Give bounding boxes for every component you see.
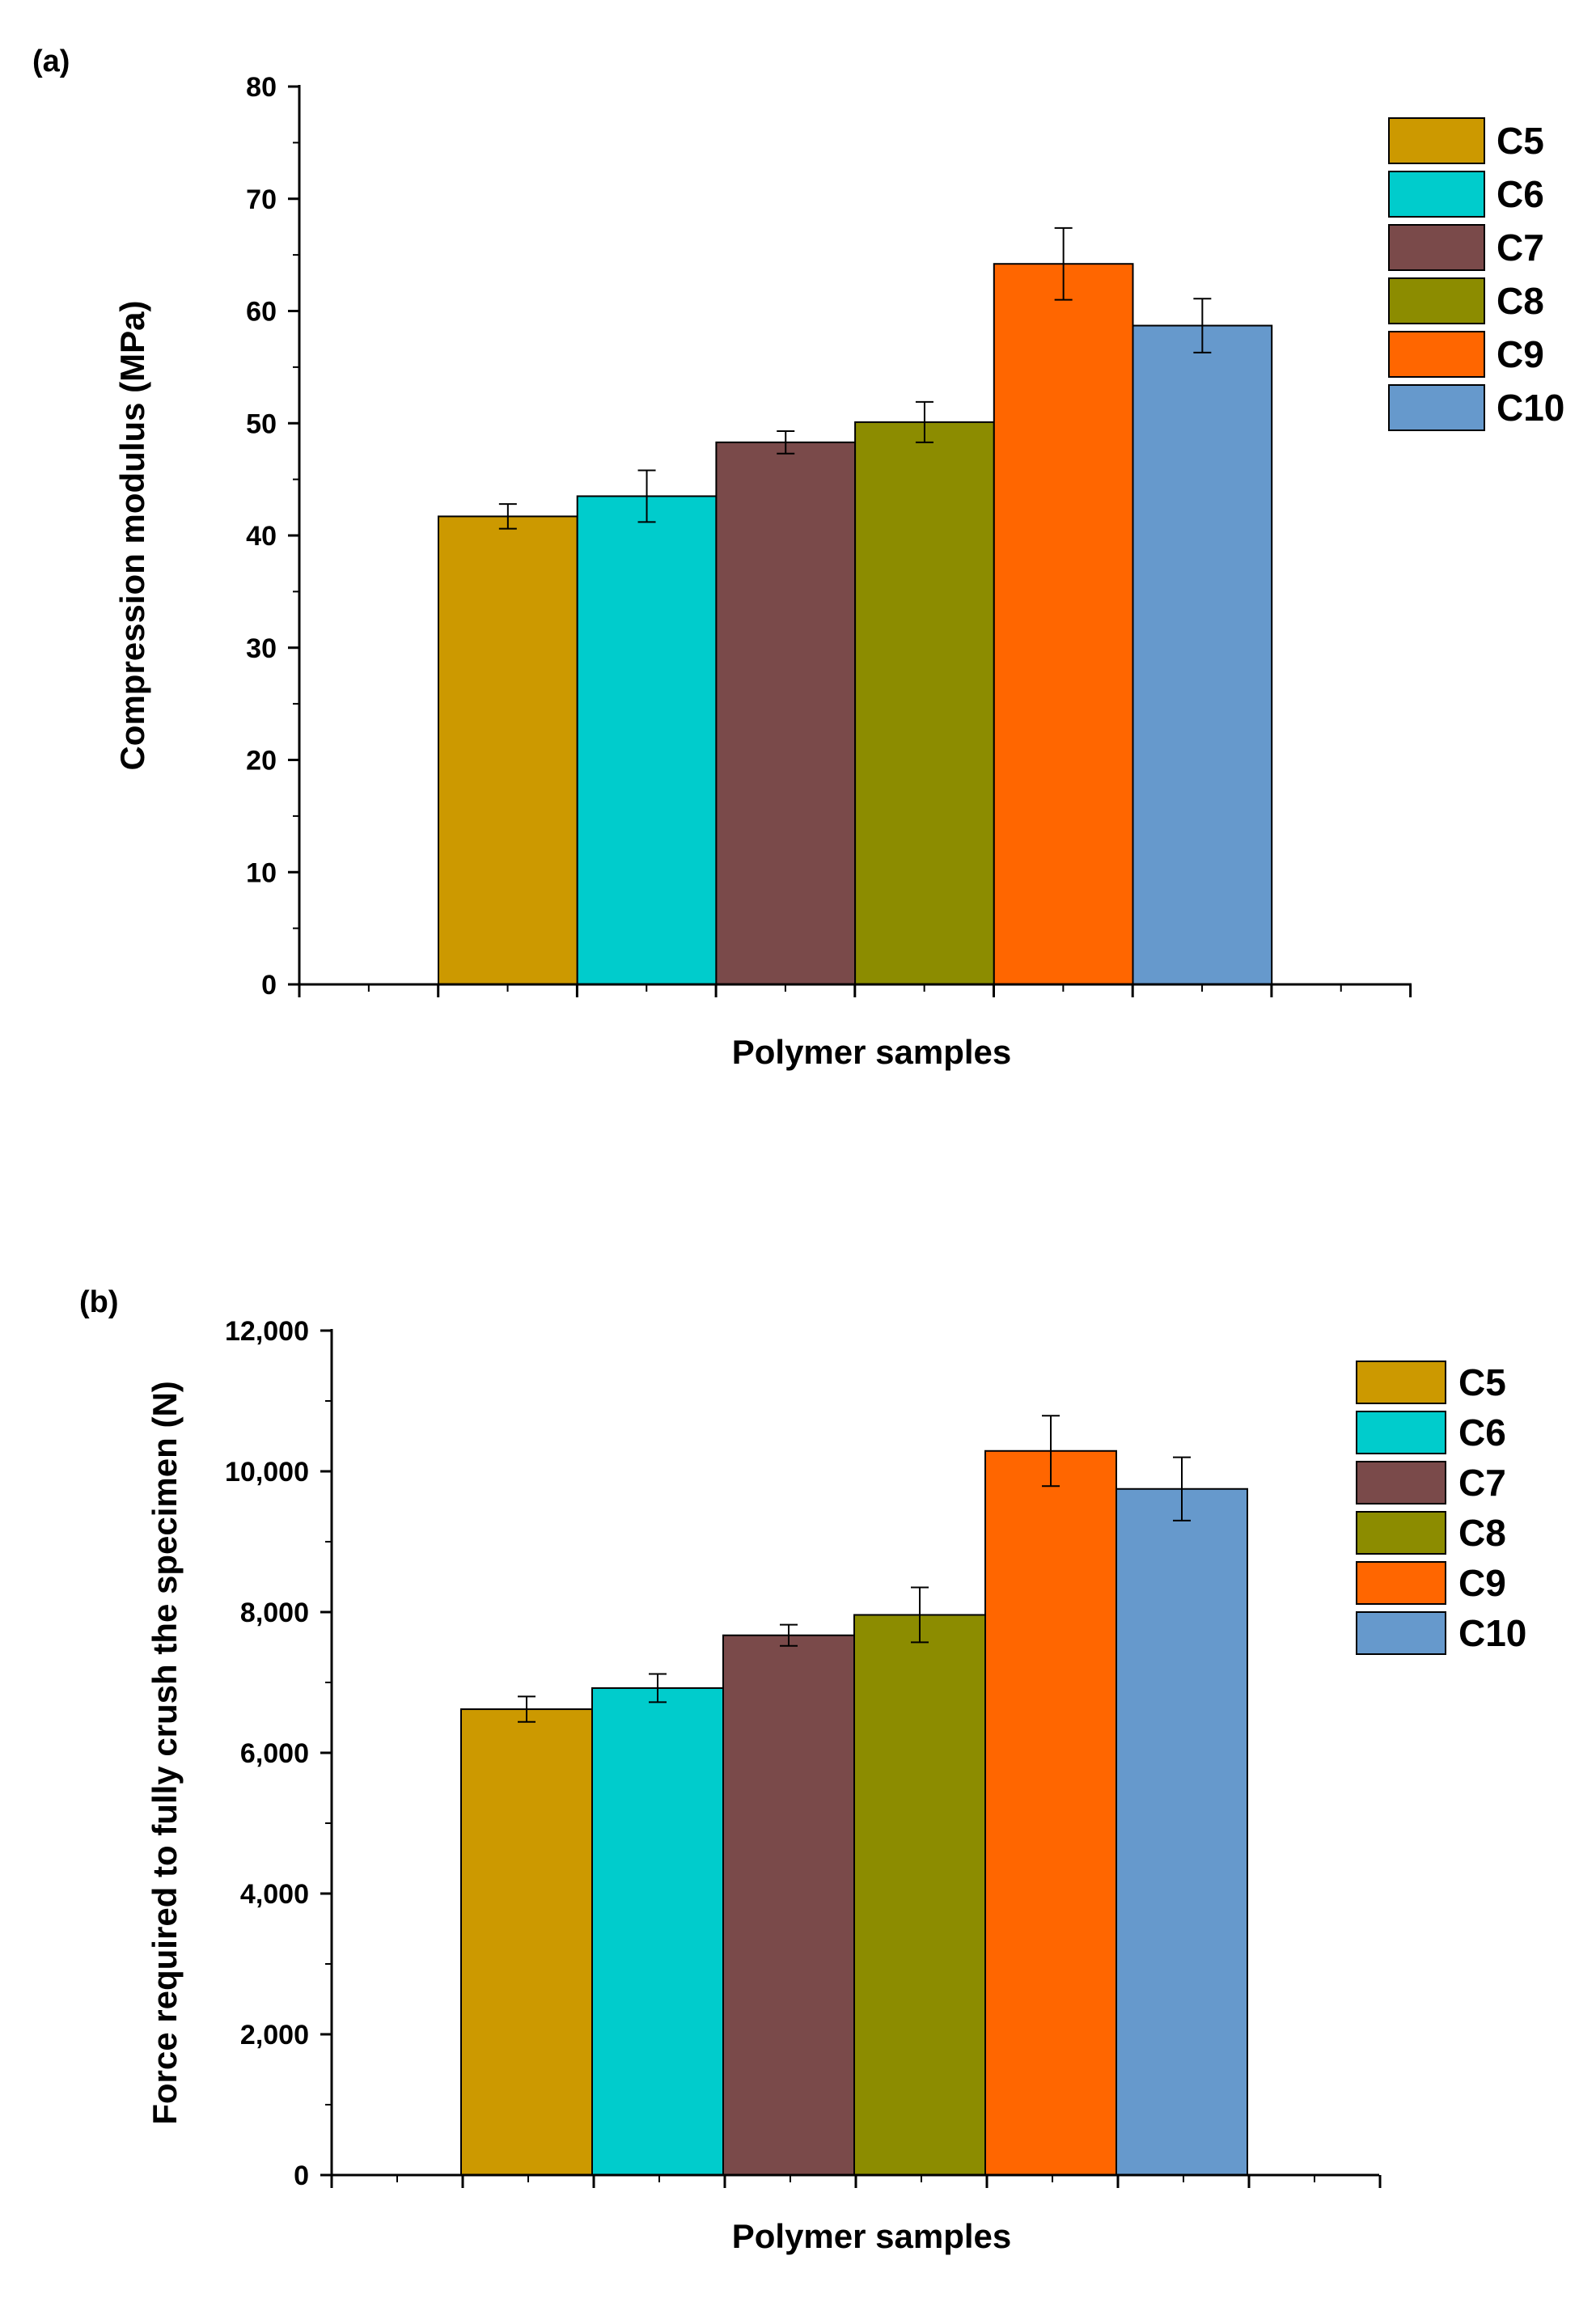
bar-c9 bbox=[984, 1449, 1117, 2176]
bar-c6 bbox=[576, 495, 718, 985]
legend-label-c10: C10 bbox=[1458, 1612, 1526, 1654]
legend-label-c6: C6 bbox=[1458, 1411, 1506, 1454]
legend-swatch-c5 bbox=[1356, 1361, 1446, 1404]
legend-swatch-c10 bbox=[1356, 1611, 1446, 1655]
legend-swatch-c8 bbox=[1388, 277, 1485, 324]
legend-label-c9: C9 bbox=[1497, 333, 1544, 375]
error-bar-c10 bbox=[1173, 1456, 1191, 1521]
y-tick-label: 60 bbox=[246, 297, 277, 328]
bar-c5 bbox=[438, 515, 578, 985]
legend-swatch-c10 bbox=[1388, 384, 1485, 431]
bar-c8 bbox=[853, 1614, 986, 2176]
y-tick-label: 8,000 bbox=[240, 1598, 309, 1628]
legend-label-c6: C6 bbox=[1497, 173, 1544, 215]
y-tick-label: 0 bbox=[261, 970, 277, 1001]
error-bar-c5 bbox=[498, 503, 517, 530]
legend-label-c8: C8 bbox=[1497, 280, 1544, 322]
y-tick-label: 12,000 bbox=[225, 1316, 309, 1347]
y-tick-label: 80 bbox=[246, 72, 277, 103]
error-bar-c7 bbox=[780, 1623, 798, 1647]
bar-c5 bbox=[460, 1708, 593, 2177]
error-bar-c5 bbox=[518, 1695, 536, 1723]
legend-label-c5: C5 bbox=[1458, 1361, 1506, 1403]
bar-c9 bbox=[993, 263, 1134, 986]
y-axis-title: Compression modulus (MPa) bbox=[113, 300, 151, 770]
legend-label-c7: C7 bbox=[1497, 226, 1544, 269]
error-bar-c10 bbox=[1193, 298, 1212, 353]
x-axis-title: Polymer samples bbox=[732, 2217, 1012, 2255]
legend-swatch-c5 bbox=[1388, 117, 1485, 164]
legend-swatch-c7 bbox=[1356, 1461, 1446, 1504]
y-tick-label: 4,000 bbox=[240, 1879, 309, 1910]
y-tick-label: 40 bbox=[246, 521, 277, 552]
error-bar-c6 bbox=[649, 1673, 667, 1703]
x-axis-title: Polymer samples bbox=[732, 1033, 1012, 1071]
error-bar-c6 bbox=[637, 469, 656, 523]
legend-label-c7: C7 bbox=[1458, 1462, 1506, 1504]
chart-panel-a: (a) 0 10 20 30 40 50 60 70 80 Polymer samples Compr… bbox=[32, 44, 1564, 1071]
legend: C5 C6 C7 C8 C9 C10 bbox=[1388, 117, 1564, 431]
bar-c10 bbox=[1132, 324, 1273, 986]
bar-c10 bbox=[1116, 1488, 1248, 2176]
error-bar-c7 bbox=[777, 430, 795, 455]
bar-c6 bbox=[591, 1686, 724, 2176]
legend-label-c5: C5 bbox=[1497, 120, 1544, 162]
bar-c7 bbox=[722, 1634, 855, 2176]
y-tick-label: 30 bbox=[246, 633, 277, 664]
legend-swatch-c6 bbox=[1356, 1411, 1446, 1454]
panel-label: (a) bbox=[32, 44, 70, 78]
legend: C5 C6 C7 C8 C9 C10 bbox=[1356, 1361, 1526, 1655]
legend-label-c10: C10 bbox=[1497, 387, 1564, 429]
panel-label: (b) bbox=[79, 1285, 119, 1319]
chart-panel-b: (b) 0 2,000 4,000 6,000 8,000 10,000 12,000 Poly… bbox=[79, 1285, 1526, 2255]
legend-swatch-c9 bbox=[1388, 331, 1485, 378]
legend-swatch-c9 bbox=[1356, 1561, 1446, 1605]
y-tick-label: 2,000 bbox=[240, 2020, 309, 2050]
y-tick-label: 10 bbox=[246, 857, 277, 888]
y-tick-label: 50 bbox=[246, 408, 277, 439]
error-bar-c9 bbox=[1042, 1415, 1060, 1488]
legend-label-c9: C9 bbox=[1458, 1562, 1506, 1604]
bar-c7 bbox=[715, 441, 857, 985]
y-axis-title: Force required to fully crush the specim… bbox=[146, 1381, 184, 2125]
legend-swatch-c7 bbox=[1388, 224, 1485, 271]
y-tick-label: 6,000 bbox=[240, 1738, 309, 1769]
y-tick-label: 20 bbox=[246, 746, 277, 777]
y-tick-label: 70 bbox=[246, 184, 277, 215]
error-bar-c8 bbox=[915, 400, 933, 443]
legend-swatch-c6 bbox=[1388, 171, 1485, 218]
legend-swatch-c8 bbox=[1356, 1511, 1446, 1555]
bar-c8 bbox=[854, 421, 995, 985]
error-bar-c8 bbox=[911, 1586, 929, 1644]
error-bar-c9 bbox=[1054, 226, 1073, 301]
y-tick-label: 0 bbox=[294, 2160, 309, 2191]
y-tick-label: 10,000 bbox=[225, 1457, 309, 1488]
legend-label-c8: C8 bbox=[1458, 1512, 1506, 1554]
